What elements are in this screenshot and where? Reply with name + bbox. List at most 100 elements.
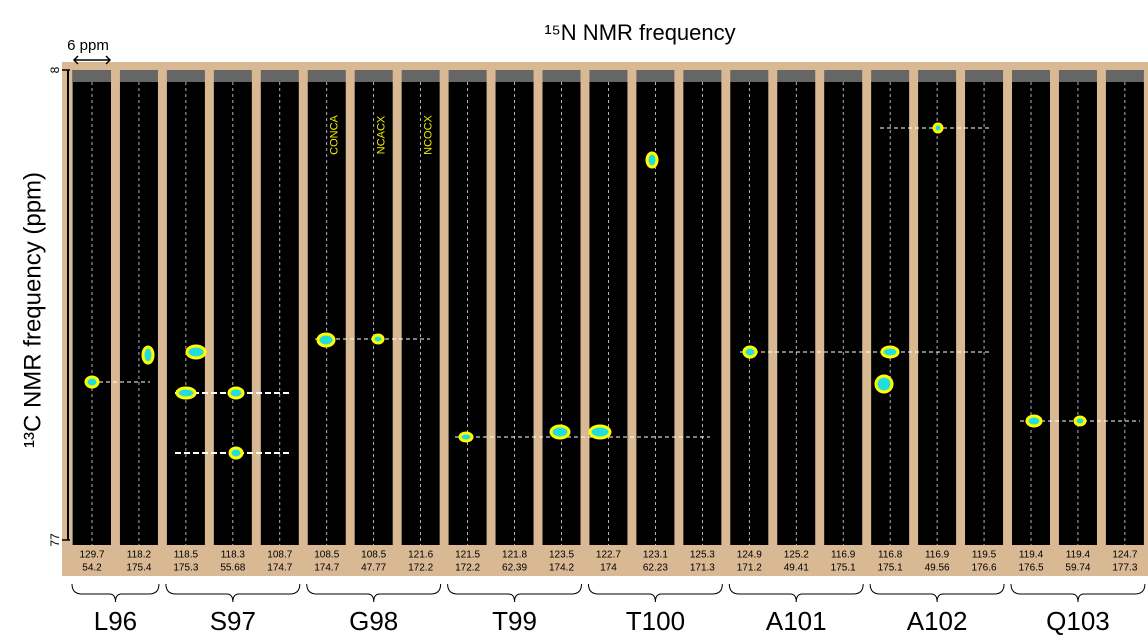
peak bbox=[549, 424, 571, 440]
strip-n-label: 118.2 bbox=[127, 550, 152, 561]
strip-header bbox=[401, 70, 440, 82]
strip-n-label: 129.7 bbox=[79, 550, 104, 561]
strip bbox=[260, 82, 299, 545]
strip-c-label: 174.7 bbox=[314, 563, 339, 574]
strip bbox=[448, 82, 487, 545]
peak-group bbox=[84, 122, 1087, 460]
strip-header bbox=[354, 70, 393, 82]
strip bbox=[589, 82, 628, 545]
group-label: Q103 bbox=[1046, 606, 1110, 636]
brace bbox=[869, 583, 1005, 603]
strip-n-label: 123.5 bbox=[549, 550, 574, 561]
strip-header bbox=[730, 70, 769, 82]
strip bbox=[1105, 82, 1144, 545]
strip-header bbox=[73, 70, 111, 82]
strip-header bbox=[1012, 70, 1050, 82]
strip-header bbox=[824, 70, 863, 82]
x-title: ¹⁵N NMR frequency bbox=[544, 20, 735, 45]
peak bbox=[880, 345, 900, 359]
strip-c-label: 174 bbox=[600, 563, 617, 574]
peak bbox=[227, 386, 245, 400]
strip-c-label: 62.23 bbox=[643, 563, 668, 574]
strip-c-label: 172.2 bbox=[408, 563, 433, 574]
strip-header bbox=[495, 70, 534, 82]
strip bbox=[824, 82, 863, 545]
peak bbox=[141, 345, 155, 365]
strip-c-label: 171.2 bbox=[737, 563, 762, 574]
brace bbox=[447, 583, 582, 603]
strip-c-label: 55.68 bbox=[220, 563, 245, 574]
experiment-label: NCACX bbox=[376, 115, 388, 154]
strip bbox=[777, 82, 816, 545]
strip-n-label: 122.7 bbox=[596, 550, 621, 561]
strip-header bbox=[918, 70, 957, 82]
strip-c-label: 62.39 bbox=[502, 563, 527, 574]
strip-n-label: 124.9 bbox=[737, 550, 762, 561]
peak bbox=[458, 431, 474, 443]
strip-c-label: 171.3 bbox=[690, 563, 715, 574]
brace bbox=[165, 583, 301, 603]
y-title: ¹³C NMR frequency (ppm) bbox=[19, 172, 46, 448]
strip-n-label: 119.4 bbox=[1066, 550, 1091, 561]
strip-n-label: 108.5 bbox=[314, 550, 339, 561]
peak bbox=[316, 332, 336, 348]
strip-n-label: 119.5 bbox=[972, 550, 997, 561]
group-label: A101 bbox=[766, 606, 827, 636]
peak bbox=[742, 345, 758, 359]
brace bbox=[728, 583, 864, 603]
strip-c-label: 54.2 bbox=[82, 563, 102, 574]
group-braces: L96 S97 G98 T99 T100 A101 A102 Q103 bbox=[71, 583, 1146, 636]
y-tick-label: 77 bbox=[48, 533, 62, 547]
strip bbox=[683, 82, 722, 545]
strip-c-label: 175.4 bbox=[126, 563, 151, 574]
strip-c-label: 175.1 bbox=[878, 563, 903, 574]
scale-bar-label: 6 ppm bbox=[67, 37, 109, 54]
group-label: S97 bbox=[210, 606, 256, 636]
strip-n-label: 119.4 bbox=[1019, 550, 1044, 561]
peaks bbox=[84, 122, 1140, 460]
strip bbox=[73, 82, 111, 545]
strip-header bbox=[636, 70, 675, 82]
strip-c-label: 174.7 bbox=[267, 563, 292, 574]
strip bbox=[636, 82, 675, 545]
group-label: A102 bbox=[907, 606, 968, 636]
strip-n-label: 121.6 bbox=[408, 550, 433, 561]
strip-header bbox=[307, 70, 346, 82]
brace bbox=[1010, 583, 1146, 603]
group-label: T99 bbox=[492, 606, 537, 636]
brace bbox=[71, 583, 160, 603]
strip-n-label: 116.9 bbox=[831, 550, 856, 561]
peak bbox=[371, 333, 385, 345]
strip bbox=[871, 82, 910, 545]
strip-c-label: 175.3 bbox=[173, 563, 198, 574]
experiment-label: CONCA bbox=[329, 114, 341, 154]
peak bbox=[84, 375, 100, 389]
strip-header bbox=[777, 70, 816, 82]
strip-n-label: 125.3 bbox=[690, 550, 715, 561]
strip bbox=[918, 82, 957, 545]
peak bbox=[1025, 414, 1043, 428]
group-label: T100 bbox=[626, 606, 685, 636]
peak bbox=[874, 374, 894, 394]
strip-header bbox=[166, 70, 205, 82]
strip-header bbox=[213, 70, 252, 82]
strip bbox=[1058, 82, 1097, 545]
strip-n-label: 121.8 bbox=[502, 550, 527, 561]
strip bbox=[542, 82, 581, 545]
scale-arrows bbox=[72, 55, 112, 65]
strip-header bbox=[1058, 70, 1097, 82]
strip-header bbox=[1105, 70, 1144, 82]
strip-n-label: 118.5 bbox=[174, 550, 199, 561]
strip bbox=[730, 82, 769, 545]
peak bbox=[1073, 415, 1087, 427]
experiment-label: NCOCX bbox=[423, 114, 435, 154]
brace bbox=[587, 583, 723, 603]
strip-header bbox=[542, 70, 581, 82]
strip-n-label: 108.5 bbox=[361, 550, 386, 561]
strip-c-label: 174.2 bbox=[549, 563, 574, 574]
strip-c-label: 172.2 bbox=[455, 563, 480, 574]
strip-n-label: 108.7 bbox=[267, 550, 292, 561]
strip bbox=[213, 82, 252, 545]
strip-n-label: 124.7 bbox=[1112, 550, 1137, 561]
